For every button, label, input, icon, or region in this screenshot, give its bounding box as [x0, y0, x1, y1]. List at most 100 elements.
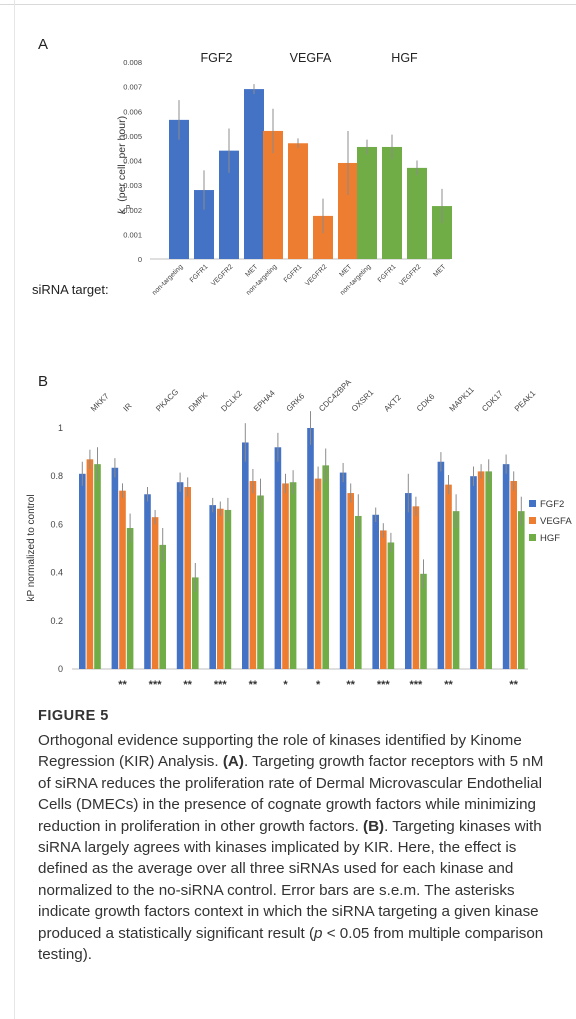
panel-a-bar: [407, 167, 427, 259]
panel-b-bar: [307, 428, 314, 669]
panel-b-bar: [94, 464, 101, 669]
panel-b-significance-marker: ***: [149, 679, 163, 691]
panel-b-bar: [339, 472, 347, 669]
panel-a-chart: A kp (per cell, per hour) siRNA target: …: [32, 36, 452, 297]
panel-a-bar: [288, 143, 308, 259]
panel-b-ytick-label: 1: [58, 423, 63, 433]
panel-b-ytick-label: 0: [58, 664, 63, 674]
panel-a-ytick-label: 0.006: [123, 107, 142, 116]
panel-b-category-label: DCLK2: [219, 388, 244, 413]
panel-a-bar: [313, 215, 333, 259]
panel-b-bar: [192, 577, 199, 669]
caption-text: Orthogonal evidence supporting the role …: [38, 732, 544, 964]
panel-b-bar: [314, 478, 322, 669]
panel-b-bar: [355, 515, 362, 669]
panel-a-ytick-label: 0.003: [123, 181, 142, 190]
panel-b-bar: [387, 542, 395, 669]
panel-a-ylabel: kp (per cell, per hour): [116, 116, 132, 214]
panel-b-category-label: MKK7: [89, 391, 111, 413]
panel-b-bar: [282, 483, 289, 669]
panel-b-label: B: [38, 373, 48, 390]
panel-a-ytick-label: 0.004: [123, 157, 142, 166]
panel-b-category-label: CDC42BPA: [317, 377, 353, 413]
panel-a-ytick-label: 0.008: [123, 58, 142, 67]
panel-b-bar: [274, 447, 282, 669]
panel-b-bar: [86, 459, 94, 669]
panel-b-bar: [242, 442, 249, 669]
panel-b-bar: [176, 482, 184, 669]
panel-b-bar: [420, 573, 427, 669]
panel-b-significance-marker: ***: [409, 679, 423, 691]
panel-b-bar: [372, 514, 379, 669]
panel-a-ytick-label: 0.001: [123, 230, 142, 239]
panel-a-ytick-label: 0.007: [123, 83, 142, 92]
panel-b-bar: [380, 530, 387, 669]
panel-b-bar: [518, 511, 525, 669]
panel-b-legend-label: FGF2: [540, 499, 564, 510]
panel-b-ytick-label: 0.4: [50, 568, 63, 578]
panel-b-category-label: DMPK: [187, 390, 210, 413]
panel-a-group-title: FGF2: [201, 51, 233, 65]
panel-b-bar: [502, 464, 510, 669]
panel-b-bar: [249, 481, 257, 669]
panel-b-bar: [347, 493, 354, 669]
panel-b-bar: [119, 490, 126, 669]
panel-b-category-label: PKACG: [154, 387, 180, 413]
panel-b-bar: [437, 461, 445, 669]
panel-b-bar: [151, 517, 159, 669]
panel-b-significance-marker: ***: [214, 679, 228, 691]
panel-b-bar: [289, 482, 297, 669]
panel-b-category-label: EPHA4: [252, 388, 277, 413]
caption-title: FIGURE 5: [38, 708, 109, 724]
panel-b-significance-marker: **: [183, 679, 192, 691]
panel-b-chart: B kP normalized to control 0 0.2 0.4 0.6 0.8…: [26, 373, 572, 691]
panel-a-bar: [357, 146, 377, 259]
panel-b-significance-marker: **: [249, 679, 258, 691]
panel-a-ytick-label: 0.005: [123, 132, 142, 141]
panel-b-category-label: GRK6: [285, 391, 307, 413]
panel-b-bar: [452, 511, 460, 669]
top-border: [0, 4, 576, 5]
panel-b-bar: [126, 528, 134, 669]
panel-b-bar: [322, 465, 329, 669]
panel-b-category-label: PEAK1: [513, 388, 538, 413]
panel-b-legend-swatch: [529, 534, 536, 541]
panel-b-bar: [412, 506, 420, 669]
panel-b-category-label: CDK6: [415, 392, 437, 414]
panel-a-group-title: HGF: [391, 51, 418, 65]
panel-b-category-label: CDK17: [480, 388, 505, 413]
panel-a-bar: [219, 150, 239, 259]
panel-a-ytick-label: 0: [138, 255, 142, 264]
panel-b-bar: [111, 467, 119, 669]
panel-a-bar: [338, 162, 358, 259]
panel-a-ytick-label: 0.002: [123, 206, 142, 215]
panel-b-ytick-label: 0.6: [50, 519, 63, 529]
panel-b-bar: [224, 509, 232, 669]
panel-a-bar: [169, 119, 189, 260]
panel-b-category-label: AKT2: [382, 393, 403, 414]
panel-b-significance-marker: ***: [377, 679, 391, 691]
panel-b-bar: [209, 505, 216, 669]
panel-b-bar: [445, 484, 452, 669]
panel-a-bar: [382, 146, 402, 259]
panel-b-bar: [144, 494, 151, 669]
panel-b-ytick-label: 0.2: [50, 616, 63, 626]
panel-b-bar: [405, 493, 412, 669]
panel-b-category-label: IR: [122, 401, 134, 413]
panel-b-significance-marker: *: [283, 679, 288, 691]
panel-a-xlabel: siRNA target:: [32, 282, 109, 297]
figure-caption: FIGURE 5 Orthogonal evidence supporting …: [38, 708, 558, 965]
panel-b-legend-swatch: [529, 517, 536, 524]
panel-b-bar: [477, 471, 485, 669]
panel-a-bar: [194, 190, 214, 259]
panel-b-bar: [217, 508, 224, 669]
panel-a-bar: [432, 206, 452, 259]
panel-b-bar: [257, 495, 264, 669]
panel-b-significance-marker: *: [316, 679, 321, 691]
panel-b-bar: [485, 471, 492, 669]
panel-a-bar: [244, 89, 264, 260]
panel-b-significance-marker: **: [509, 679, 518, 691]
panel-b-legend-label: VEGFA: [540, 516, 572, 527]
panel-b-significance-marker: **: [118, 679, 127, 691]
panel-a-group-title: VEGFA: [290, 51, 332, 65]
